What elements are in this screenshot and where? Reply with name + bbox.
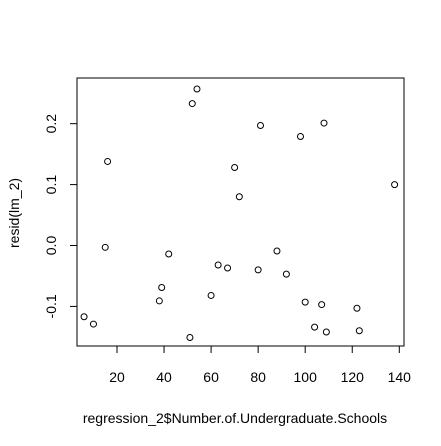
y-tick-label: -0.1 — [43, 294, 59, 318]
data-point — [296, 132, 304, 140]
x-tick-label: 100 — [294, 369, 318, 385]
data-point — [355, 327, 363, 335]
data-point — [101, 243, 109, 251]
data-points — [80, 85, 399, 341]
x-tick-label: 140 — [388, 369, 412, 385]
data-point — [186, 333, 194, 341]
data-point — [311, 323, 319, 331]
data-point — [80, 313, 88, 321]
y-tick-label: 0.0 — [43, 236, 59, 256]
data-point — [158, 284, 166, 292]
data-point — [282, 270, 290, 278]
x-axis: 20 40 60 80 100 120 140 — [109, 346, 411, 385]
x-tick-label: 120 — [341, 369, 365, 385]
data-point — [89, 320, 97, 328]
data-point — [318, 301, 326, 309]
data-point — [193, 85, 201, 93]
data-point — [322, 328, 330, 336]
data-point — [254, 266, 262, 274]
data-point — [320, 119, 328, 127]
data-point — [214, 261, 222, 269]
x-tick-label: 20 — [109, 369, 125, 385]
data-point — [207, 291, 215, 299]
y-axis-label: resid(lm_2) — [6, 178, 22, 248]
data-point — [231, 164, 239, 172]
y-axis: -0.1 0.0 0.1 0.2 — [43, 114, 77, 318]
data-point — [165, 250, 173, 258]
y-tick-label: 0.1 — [43, 175, 59, 195]
plot-frame — [76, 77, 405, 347]
data-point — [273, 247, 281, 255]
data-point — [391, 181, 399, 189]
x-tick-label: 40 — [156, 369, 172, 385]
data-point — [188, 100, 196, 108]
x-tick-label: 60 — [203, 369, 219, 385]
data-point — [256, 122, 264, 130]
data-point — [155, 297, 163, 305]
data-point — [235, 193, 243, 201]
data-point — [224, 264, 232, 272]
data-point — [353, 304, 361, 312]
x-tick-label: 80 — [250, 369, 266, 385]
x-axis-label: regression_2$Number.of.Undergraduate.Sch… — [83, 410, 387, 426]
data-point — [104, 157, 112, 165]
data-point — [301, 298, 309, 306]
y-tick-label: 0.2 — [43, 114, 59, 134]
